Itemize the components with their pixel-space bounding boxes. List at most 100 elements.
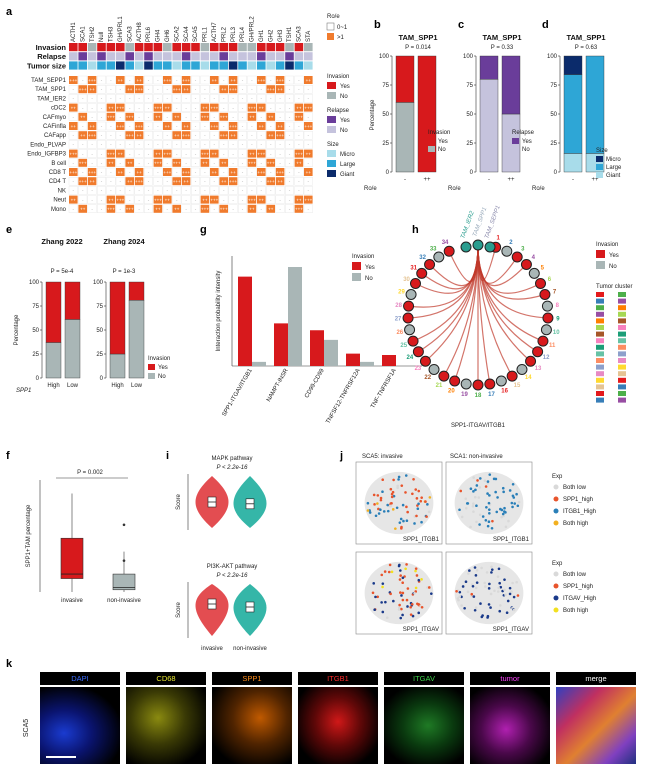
y-tick-label: 25: [466, 141, 473, 147]
cluster-node: [412, 346, 424, 358]
heatmap-cell: [144, 158, 153, 167]
spatial-spot: [396, 484, 399, 488]
heatmap-cell: [172, 85, 181, 94]
spatial-spot: [515, 492, 518, 496]
stacked-bar-segment: [64, 281, 81, 320]
spatial-spot: [488, 582, 491, 586]
bar: [310, 330, 324, 366]
roe-high-label: >1: [337, 35, 345, 41]
heatmap-cell-mark: -: [176, 105, 178, 110]
heatmap-cell-mark: -: [232, 142, 234, 147]
bar: [346, 353, 360, 366]
heatmap-cell: [97, 131, 106, 140]
heatmap-cell-mark: -: [195, 142, 197, 147]
annotation-cell: [210, 43, 219, 52]
cluster-node: [438, 370, 450, 382]
spatial-spot: [397, 608, 401, 611]
cluster-swatch: [596, 298, 604, 304]
heatmap-cell: [78, 94, 88, 103]
heatmap-cell: [228, 140, 238, 149]
spatial-spot: [427, 510, 431, 514]
annotation-row-label: Tumor size: [27, 61, 66, 70]
cluster-number: 24: [407, 355, 414, 361]
heatmap-cell: [69, 168, 78, 176]
k-tile-dapi: DAPI: [40, 672, 120, 764]
legend-title: Invasion: [428, 130, 450, 136]
y-axis-label: Score: [176, 494, 182, 510]
spatial-spot: [416, 507, 420, 511]
heatmap-cell: [238, 85, 247, 94]
x-tick-label: ++: [507, 177, 515, 183]
heatmap-cell-mark: -: [157, 133, 159, 138]
heatmap-cell-mark: ++: [80, 133, 86, 138]
heatmap-cell-mark: -: [129, 105, 131, 110]
spatial-spot: [389, 592, 392, 596]
heatmap-cell: [87, 177, 97, 186]
spatial-spot: [489, 592, 493, 596]
legend-title: Size: [596, 148, 608, 154]
heatmap-cell-mark: -: [148, 207, 150, 212]
column-label: PRL3: [231, 26, 237, 42]
heatmap-cell: [219, 85, 228, 94]
spatial-spot: [487, 587, 491, 590]
heatmap-cell-mark: -: [270, 124, 272, 129]
spatial-spot: [512, 595, 516, 599]
legend-label: ITGB1_High: [563, 509, 596, 515]
spatial-subtitle: SPP1_ITGAV: [403, 627, 439, 633]
heatmap-cell: [78, 195, 88, 204]
annotation-cell: [191, 52, 200, 61]
heatmap-cell: [238, 186, 247, 195]
heatmap-cell-mark: -: [120, 142, 122, 147]
heatmap-cell: [266, 167, 276, 177]
heatmap-cell-mark: -: [157, 124, 159, 129]
cluster-number: 14: [525, 375, 532, 381]
heatmap-cell: [257, 122, 266, 130]
a-size-giant-label: Giant: [340, 172, 355, 178]
heatmap-cell-mark: ++: [108, 197, 114, 202]
heatmap-cell-mark: -: [204, 170, 206, 175]
y-axis-label: Interaction probability intensity: [216, 271, 222, 352]
spatial-spot: [501, 486, 505, 490]
heatmap-cell: [266, 103, 276, 112]
legend-dot: [553, 496, 559, 502]
heatmap-cell-mark: +++: [257, 151, 265, 156]
cluster-swatch: [618, 318, 626, 324]
heatmap-cell: [304, 103, 313, 112]
heatmap-cell: [228, 177, 238, 186]
spatial-spot: [516, 504, 520, 508]
a-inv-yes-label: Yes: [340, 84, 350, 90]
heatmap-cell-mark: -: [270, 151, 272, 156]
bar: [382, 355, 396, 366]
heatmap-cell-mark: -: [195, 188, 197, 193]
stacked-bar-segment: [563, 55, 583, 75]
roe-low-label: 0~1: [337, 25, 348, 31]
x-tick-label: NAMPT-INSR: [266, 367, 290, 403]
y-tick-label: 75: [550, 83, 557, 89]
heatmap-cell: [209, 94, 219, 103]
cluster-node: [520, 258, 532, 270]
heatmap-cell: [304, 122, 313, 130]
heatmap-row-label: B cell: [51, 161, 66, 167]
spatial-spot: [400, 527, 403, 530]
heatmap-cell-mark: -: [242, 188, 244, 193]
heatmap-cell: [172, 103, 182, 112]
heatmap-cell-mark: -: [289, 96, 291, 101]
heatmap-cell: [266, 195, 276, 204]
stacked-bar-segment: [395, 102, 415, 173]
heatmap-cell-mark: -: [251, 78, 253, 83]
legend-dot: [553, 595, 559, 601]
heatmap-cell-mark: +++: [173, 161, 181, 166]
heatmap-cell: [275, 140, 285, 149]
spatial-spot: [415, 574, 419, 577]
heatmap-cell-mark: ++: [259, 124, 265, 129]
cluster-node: [460, 378, 472, 390]
heatmap-cell-mark: -: [279, 96, 281, 101]
heatmap-cell: [200, 195, 210, 204]
spatial-spot: [488, 494, 491, 497]
heatmap-cell: [191, 195, 200, 204]
heatmap-cell: [228, 168, 238, 176]
spatial-spot: [500, 508, 504, 512]
column-label: GH4: [156, 29, 162, 42]
heatmap-cell-mark: -: [214, 115, 216, 120]
heatmap-cell-mark: -: [195, 170, 197, 175]
